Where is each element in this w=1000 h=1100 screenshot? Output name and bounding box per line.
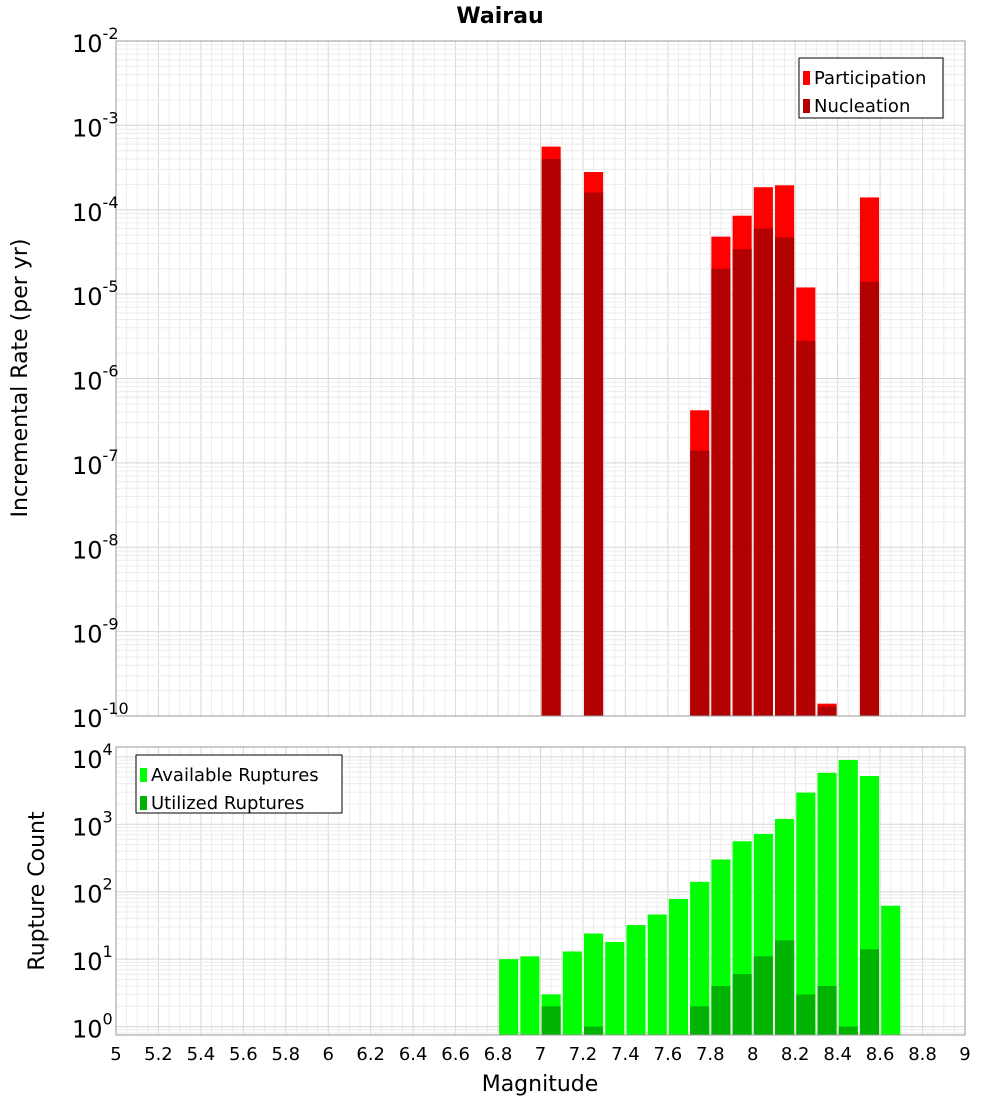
x-tick-label: 7.6 — [654, 1044, 683, 1065]
bottom-bar-utilized-ruptures — [541, 1006, 561, 1035]
bottom-bars — [499, 759, 901, 1035]
top-bar-nucleation — [690, 450, 710, 716]
top-bars — [541, 146, 880, 717]
bottom-bar-utilized-ruptures — [859, 949, 880, 1035]
x-tick-label: 8.4 — [823, 1044, 852, 1065]
top-legend: Participation Nucleation — [798, 57, 944, 119]
bottom-plot-panel: 100 101 102 103 104 5 5.2 5.4 5.6 5.8 6 6.2 6.4 6.6 6.… — [72, 740, 971, 1065]
top-y-tick-label: 10-10 — [72, 699, 129, 733]
bottom-bar-utilized-ruptures — [690, 1006, 710, 1035]
bottom-y-tick-label: 104 — [72, 740, 113, 774]
bottom-bar-available-ruptures — [520, 956, 540, 1035]
x-tick-label: 5.6 — [229, 1044, 258, 1065]
bottom-y-axis-label: Rupture Count — [25, 811, 50, 971]
top-y-tick-label: 10-7 — [72, 446, 119, 480]
x-tick-label: 5.4 — [187, 1044, 216, 1065]
top-legend-label: Nucleation — [814, 96, 910, 117]
bottom-bar-utilized-ruptures — [711, 985, 731, 1035]
top-bar-nucleation — [711, 268, 731, 716]
bottom-y-tick-label: 101 — [72, 942, 113, 976]
top-legend-swatch — [803, 99, 810, 113]
x-tick-label: 6.4 — [399, 1044, 428, 1065]
bottom-bar-available-ruptures — [562, 951, 582, 1035]
top-bar-nucleation — [796, 340, 816, 716]
top-bar-nucleation — [541, 158, 561, 717]
top-bar-nucleation — [584, 192, 604, 717]
bottom-bar-utilized-ruptures — [732, 974, 752, 1035]
bottom-bar-utilized-ruptures — [796, 994, 816, 1035]
bottom-bar-available-ruptures — [499, 959, 519, 1035]
x-tick-label: 7 — [535, 1044, 546, 1065]
x-tick-label: 8.6 — [866, 1044, 895, 1065]
chart-title: Wairau — [456, 4, 543, 29]
bottom-bar-utilized-ruptures — [753, 956, 773, 1035]
bottom-bar-available-ruptures — [817, 772, 837, 1035]
bottom-legend-swatch — [140, 796, 147, 810]
bottom-bar-available-ruptures — [838, 759, 858, 1035]
x-tick-label: 5 — [110, 1044, 121, 1065]
top-y-axis-label: Incremental Rate (per yr) — [8, 239, 33, 518]
top-y-tick-label: 10-2 — [72, 24, 119, 58]
bottom-bar-available-ruptures — [668, 898, 689, 1035]
x-tick-label: 6 — [323, 1044, 334, 1065]
bottom-y-tick-label: 100 — [72, 1010, 113, 1044]
x-tick-label: 5.2 — [144, 1044, 173, 1065]
x-tick-label: 9 — [959, 1044, 970, 1065]
bottom-legend-swatch — [140, 768, 147, 782]
x-tick-label: 6.2 — [356, 1044, 385, 1065]
bottom-plot-frame — [115, 746, 966, 1036]
bottom-y-tick-label: 103 — [72, 807, 113, 841]
top-legend-label: Participation — [814, 68, 926, 89]
top-bar-nucleation — [732, 249, 752, 716]
x-axis-label: Magnitude — [482, 1072, 599, 1097]
bottom-y-ticks: 100 101 102 103 104 — [72, 740, 113, 1044]
top-y-tick-label: 10-3 — [72, 108, 119, 142]
bottom-bar-available-ruptures — [605, 941, 625, 1035]
bottom-bar-utilized-ruptures — [817, 985, 837, 1035]
bottom-legend-box — [135, 754, 343, 814]
bottom-bar-utilized-ruptures — [775, 940, 795, 1035]
top-y-tick-label: 10-9 — [72, 615, 119, 649]
top-legend-box — [798, 57, 944, 119]
x-tick-label: 6.8 — [484, 1044, 513, 1065]
bottom-legend-label: Utilized Ruptures — [151, 793, 304, 814]
bottom-bar-available-ruptures — [584, 933, 604, 1035]
bottom-bar-utilized-ruptures — [838, 1026, 858, 1035]
bottom-x-ticks: 5 5.2 5.4 5.6 5.8 6 6.2 6.4 6.6 6.8 7 7.2 7.4 7.6 7.8 8… — [110, 1044, 970, 1065]
bottom-bar-available-ruptures — [626, 925, 646, 1035]
top-legend-swatch — [803, 71, 810, 85]
bottom-legend: Available Ruptures Utilized Ruptures — [135, 754, 343, 814]
top-plot-panel: 10-2 10-3 10-4 10-5 10-6 10-7 10-8 10-9 10-10 Par… — [72, 24, 966, 733]
top-y-tick-label: 10-4 — [72, 193, 119, 227]
x-tick-label: 8 — [747, 1044, 758, 1065]
x-tick-label: 7.4 — [611, 1044, 640, 1065]
top-y-tick-label: 10-6 — [72, 362, 119, 396]
x-tick-label: 5.8 — [271, 1044, 300, 1065]
x-tick-label: 7.2 — [569, 1044, 598, 1065]
top-plot-frame — [115, 40, 966, 717]
bottom-bar-available-ruptures — [690, 881, 710, 1035]
x-tick-label: 7.8 — [696, 1044, 725, 1065]
top-y-tick-label: 10-5 — [72, 277, 119, 311]
bottom-bar-utilized-ruptures — [584, 1026, 604, 1035]
top-bar-nucleation — [859, 281, 880, 716]
top-y-tick-label: 10-8 — [72, 530, 119, 564]
top-bar-nucleation — [817, 706, 837, 716]
top-bar-nucleation — [775, 237, 795, 716]
top-y-ticks: 10-2 10-3 10-4 10-5 10-6 10-7 10-8 10-9 10-10 — [72, 24, 129, 733]
bottom-bar-available-ruptures — [796, 792, 816, 1035]
top-gridlines — [115, 40, 966, 717]
bottom-bar-available-ruptures — [647, 914, 667, 1035]
bottom-y-tick-label: 102 — [72, 875, 113, 909]
bottom-bar-available-ruptures — [881, 905, 901, 1035]
x-tick-label: 8.2 — [781, 1044, 810, 1065]
x-tick-label: 6.6 — [441, 1044, 470, 1065]
x-tick-label: 8.8 — [908, 1044, 937, 1065]
top-bar-nucleation — [753, 228, 773, 716]
bottom-legend-label: Available Ruptures — [151, 765, 319, 786]
